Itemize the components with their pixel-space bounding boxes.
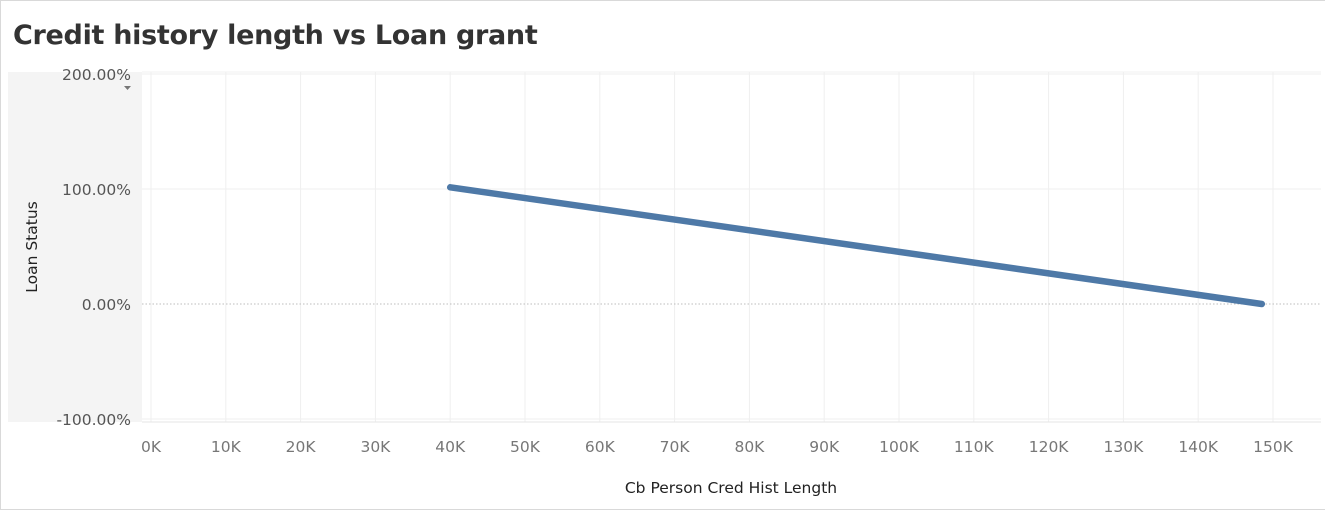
- x-tick-label: 140K: [1178, 438, 1219, 456]
- series-line: [446, 184, 1266, 308]
- x-tick-label: 100K: [879, 438, 920, 456]
- series-layer: [446, 184, 1266, 308]
- x-axis-ticks: 0K 10K 20K 30K 40K 50K 60K 70K 80K 90K 100K 110K 120…: [141, 438, 1294, 456]
- x-tick-label: 70K: [660, 438, 691, 456]
- y-tick-label: 200.00%: [62, 66, 131, 84]
- x-tick-label: 150K: [1253, 438, 1294, 456]
- y-tick-label: 0.00%: [82, 296, 131, 314]
- x-tick-label: 90K: [809, 438, 840, 456]
- grid-lines: [142, 71, 1321, 423]
- y-axis-title: Loan Status: [23, 201, 41, 293]
- x-tick-label: 50K: [510, 438, 541, 456]
- y-axis-panel: [8, 72, 142, 422]
- x-tick-label: 10K: [211, 438, 242, 456]
- axis-dropdown-icon[interactable]: [124, 86, 131, 90]
- x-tick-label: 20K: [286, 438, 317, 456]
- chart-title: Credit history length vs Loan grant: [13, 20, 538, 51]
- y-tick-label: -100.00%: [56, 411, 131, 429]
- x-tick-label: 60K: [585, 438, 616, 456]
- x-tick-label: 0K: [141, 438, 162, 456]
- x-axis-title: Cb Person Cred Hist Length: [625, 479, 837, 497]
- x-tick-label: 130K: [1104, 438, 1145, 456]
- x-tick-label: 110K: [954, 438, 995, 456]
- y-axis-ticks: 200.00% 100.00% 0.00% -100.00%: [56, 66, 131, 429]
- x-tick-label: 120K: [1029, 438, 1070, 456]
- x-tick-label: 40K: [435, 438, 466, 456]
- x-tick-label: 80K: [734, 438, 765, 456]
- y-tick-label: 100.00%: [62, 181, 131, 199]
- x-tick-label: 30K: [360, 438, 391, 456]
